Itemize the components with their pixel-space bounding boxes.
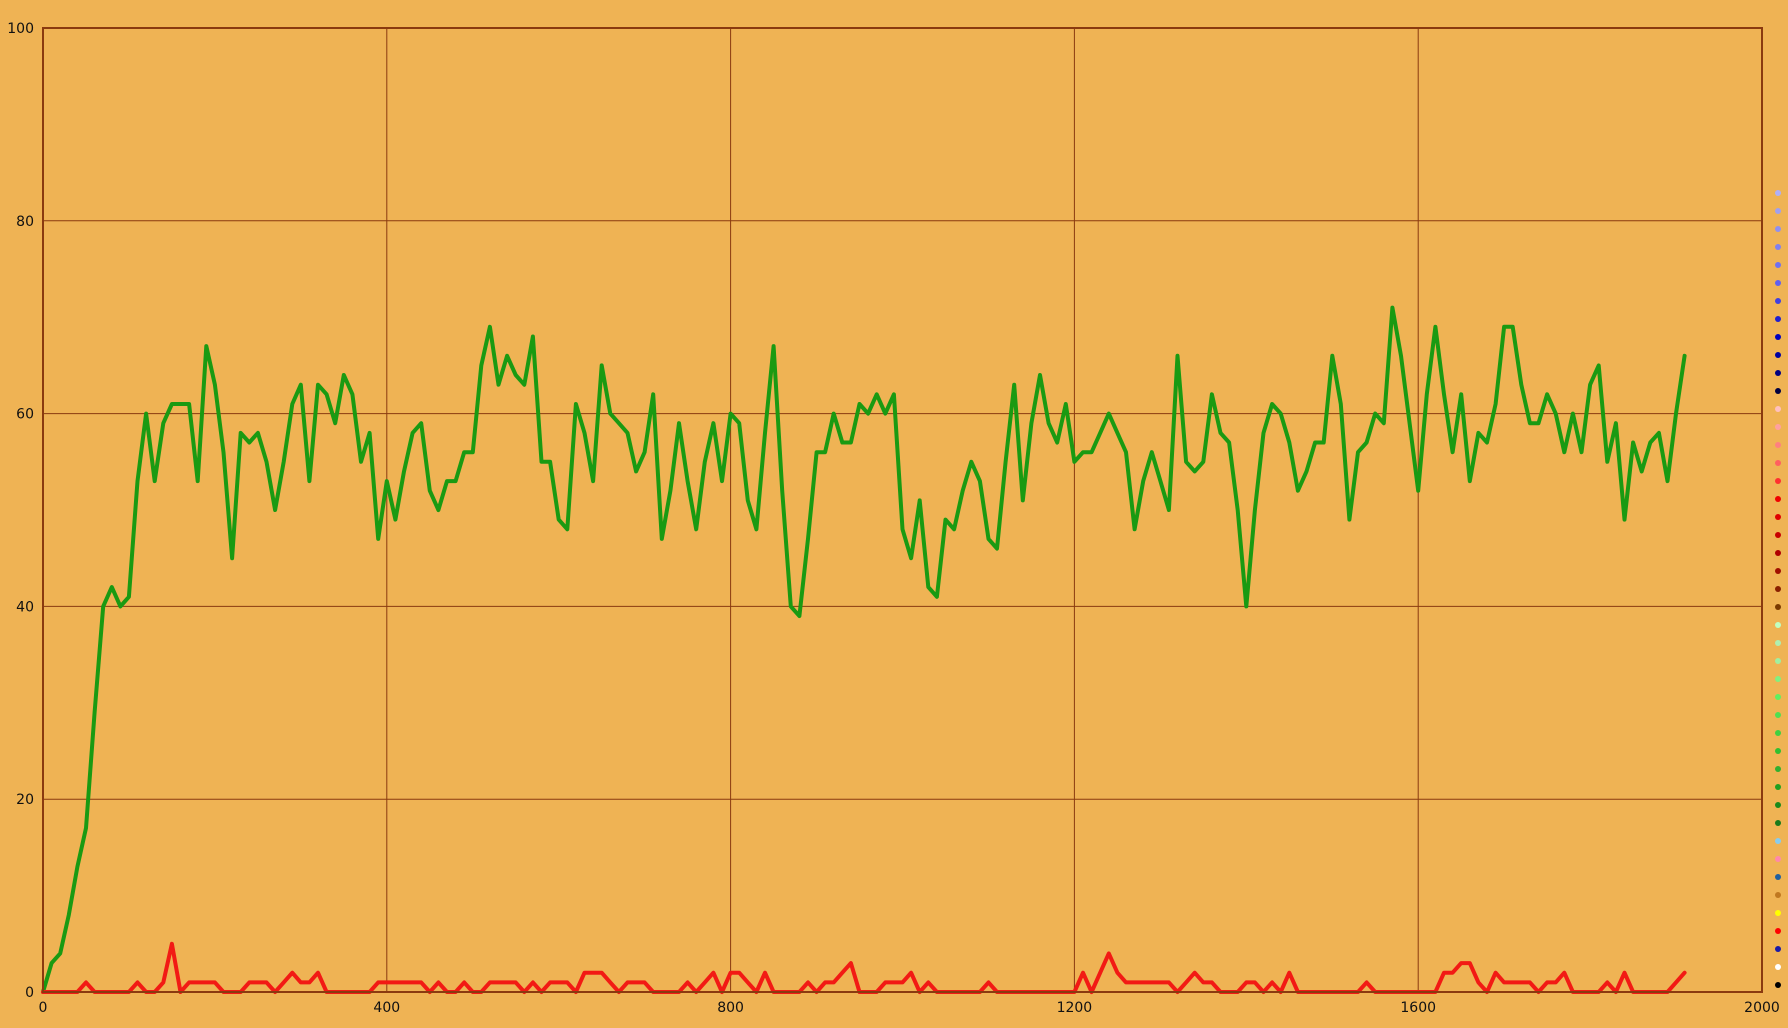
legend-swatch xyxy=(1775,298,1781,304)
legend-swatch xyxy=(1775,190,1781,196)
legend-swatch xyxy=(1775,928,1781,934)
legend-swatch xyxy=(1775,604,1781,610)
x-tick-label: 0 xyxy=(39,1000,48,1016)
x-axis-tick-labels: 0 400 800 1200 1600 2000 xyxy=(39,1000,1780,1016)
y-tick-label: 20 xyxy=(16,792,34,808)
legend-swatch xyxy=(1775,226,1781,232)
legend-swatch xyxy=(1775,352,1781,358)
legend-swatch xyxy=(1775,622,1781,628)
legend-swatch xyxy=(1775,784,1781,790)
legend-swatch xyxy=(1775,478,1781,484)
legend-swatch xyxy=(1775,424,1781,430)
x-tick-label: 1600 xyxy=(1400,1000,1436,1016)
legend-swatch xyxy=(1775,712,1781,718)
legend-swatch xyxy=(1775,442,1781,448)
legend-swatch xyxy=(1775,640,1781,646)
legend-swatch xyxy=(1775,874,1781,880)
legend-swatch xyxy=(1775,766,1781,772)
legend-swatch xyxy=(1775,280,1781,286)
legend-swatch xyxy=(1775,406,1781,412)
legend-swatch xyxy=(1775,658,1781,664)
legend-swatch xyxy=(1775,856,1781,862)
legend-swatch xyxy=(1775,730,1781,736)
legend-swatch xyxy=(1775,244,1781,250)
legend-swatch xyxy=(1775,838,1781,844)
y-tick-label: 80 xyxy=(16,214,34,230)
legend-swatch xyxy=(1775,514,1781,520)
plot-frame xyxy=(42,27,1763,993)
legend-swatch xyxy=(1775,676,1781,682)
legend-swatch xyxy=(1775,262,1781,268)
y-tick-label: 40 xyxy=(16,599,34,615)
y-tick-label: 0 xyxy=(25,985,34,1001)
legend-swatch xyxy=(1775,550,1781,556)
legend-swatch xyxy=(1775,910,1781,916)
x-tick-label: 2000 xyxy=(1744,1000,1780,1016)
legend-swatch xyxy=(1775,370,1781,376)
legend-swatch xyxy=(1775,982,1781,988)
legend-swatch xyxy=(1775,946,1781,952)
legend-swatches xyxy=(1775,190,1781,988)
legend-swatch xyxy=(1775,802,1781,808)
legend-swatch xyxy=(1775,748,1781,754)
x-tick-label: 400 xyxy=(373,1000,400,1016)
y-axis-tick-labels: 0 20 40 60 80 100 xyxy=(7,21,34,1001)
legend-swatch xyxy=(1775,532,1781,538)
legend-swatch xyxy=(1775,586,1781,592)
y-tick-label: 100 xyxy=(7,21,34,37)
legend-swatch xyxy=(1775,568,1781,574)
legend-swatch xyxy=(1775,460,1781,466)
x-tick-label: 1200 xyxy=(1057,1000,1093,1016)
series-line-0 xyxy=(41,305,1687,994)
legend-swatch xyxy=(1775,694,1781,700)
legend-swatch xyxy=(1775,208,1781,214)
y-tick-label: 60 xyxy=(16,407,34,423)
legend-swatch xyxy=(1775,334,1781,340)
legend-swatch xyxy=(1775,316,1781,322)
legend-swatch xyxy=(1775,388,1781,394)
x-tick-label: 800 xyxy=(717,1000,744,1016)
legend-swatch xyxy=(1775,820,1781,826)
legend-swatch xyxy=(1775,892,1781,898)
legend-swatch xyxy=(1775,964,1781,970)
legend-swatch xyxy=(1775,496,1781,502)
